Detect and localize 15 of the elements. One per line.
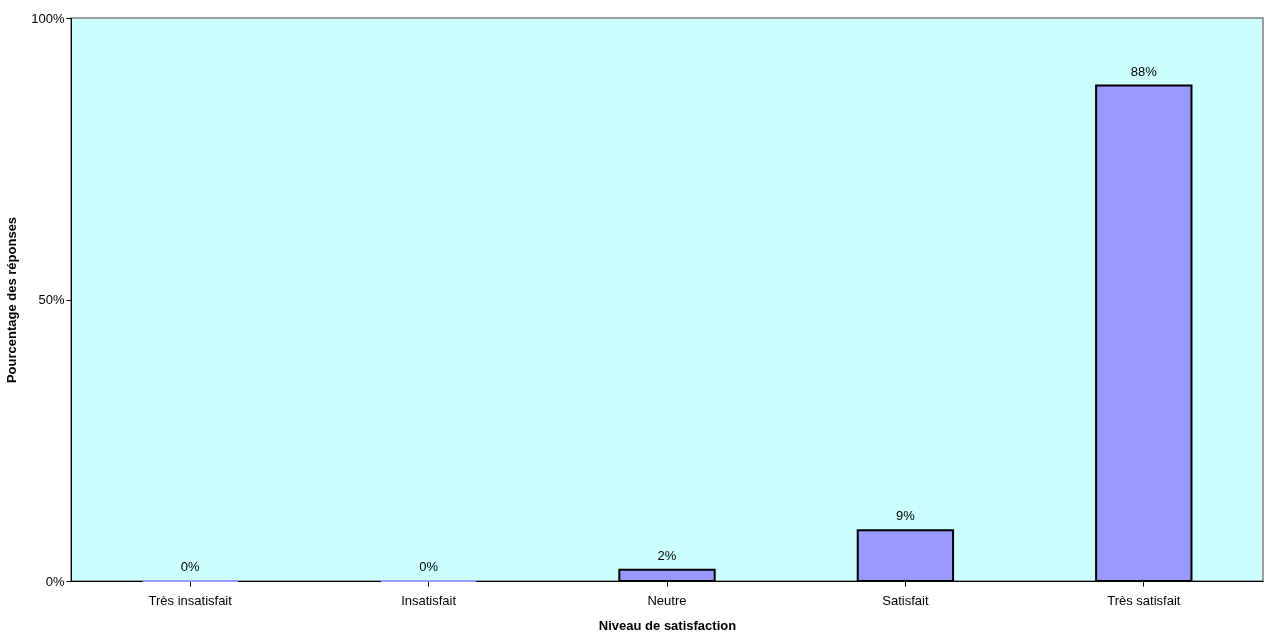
data-label: 0% [419, 559, 439, 574]
data-label: 2% [657, 547, 677, 563]
data-label: 9% [896, 508, 916, 524]
x-tick-label: Insatisfait [401, 592, 457, 608]
x-axis-title: Niveau de satisfaction [598, 617, 737, 633]
x-tick-label: Neutre [647, 592, 687, 608]
x-tick-label: Très satisfait [1107, 592, 1181, 608]
x-tick-label: Satisfait [882, 592, 929, 608]
y-axis-title: Pourcentage des réponses [4, 216, 20, 384]
y-tick-label: 0% [45, 573, 65, 589]
y-tick-label: 50% [38, 292, 65, 307]
y-tick-label: 100% [31, 10, 65, 26]
data-label: 88% [1130, 63, 1158, 79]
x-tick-label: Très insatisfait [148, 592, 233, 608]
data-label: 0% [180, 559, 201, 574]
